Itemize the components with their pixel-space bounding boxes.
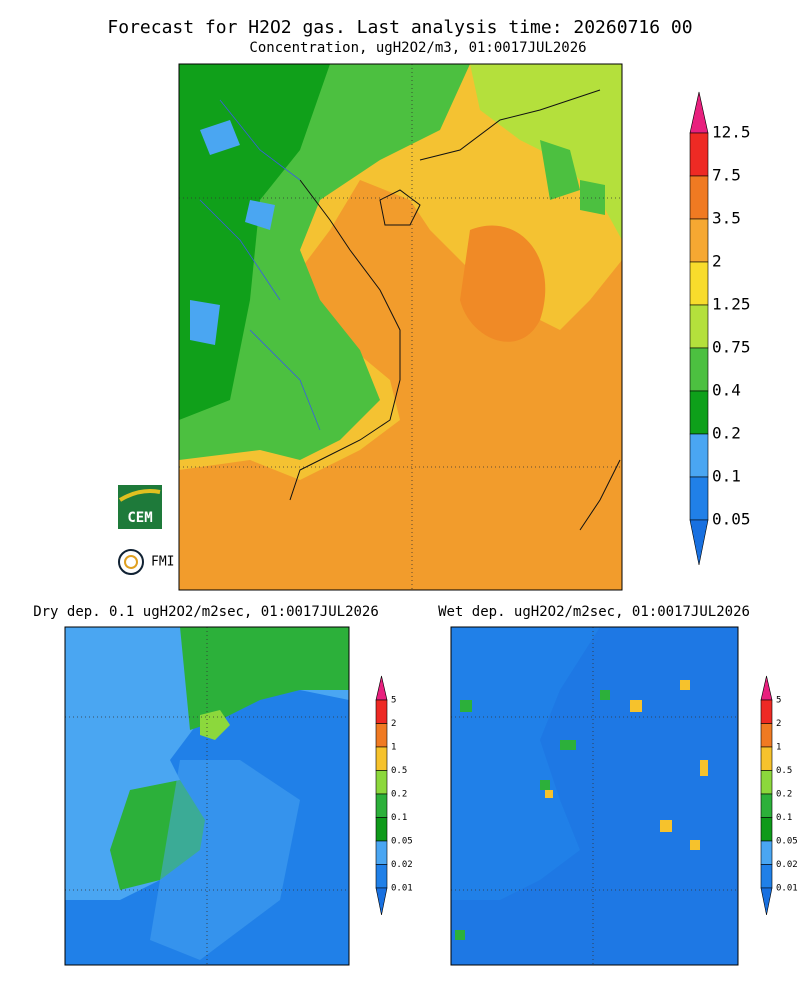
colorbar-label: 2: [712, 252, 722, 271]
colorbar-segment: [760, 699, 773, 724]
colorbar-segment: [375, 746, 388, 771]
colorbar-label: 2: [391, 719, 396, 729]
colorbar-segment: [375, 817, 388, 842]
colorbar-segment: [760, 793, 773, 818]
colorbar-label: 0.05: [776, 837, 798, 847]
title: Forecast for H2O2 gas. Last analysis tim…: [107, 17, 692, 38]
colorbar-segment: [689, 261, 709, 306]
colorbar-label: 1.25: [712, 295, 751, 314]
colorbar-segment: [375, 793, 388, 818]
colorbar-segment: [689, 390, 709, 435]
colorbar-cap: [689, 519, 709, 566]
logo-text: CEM: [127, 510, 152, 526]
colorbar-label: 0.1: [776, 813, 792, 823]
colorbar-cap: [760, 675, 773, 701]
colorbar-label: 0.1: [712, 467, 741, 486]
colorbar-segment: [375, 840, 388, 865]
panel-title: Dry dep. 0.1 ugH2O2/m2sec, 01:0017JUL202…: [33, 604, 379, 620]
colorbar-label: 0.05: [712, 510, 751, 529]
colorbar-segment: [760, 770, 773, 795]
colorbar-label: 0.2: [776, 790, 792, 800]
colorbar-segment: [689, 304, 709, 349]
colorbar-segment: [689, 476, 709, 521]
colorbar-label: 0.01: [391, 884, 413, 894]
fmi-logo: FMI: [118, 549, 174, 575]
wet-dep-map: [450, 626, 739, 966]
colorbar-label: 0.01: [776, 884, 798, 894]
colorbar-segment: [375, 723, 388, 748]
dry-dep-map: [64, 626, 350, 966]
colorbar-label: 0.2: [712, 424, 741, 443]
colorbar-cap: [760, 887, 773, 916]
colorbar-segment: [760, 723, 773, 748]
colorbar-segment: [375, 699, 388, 724]
colorbar-segment: [689, 347, 709, 392]
colorbar-segment: [760, 840, 773, 865]
colorbar-segment: [760, 864, 773, 889]
colorbar-label: 0.02: [391, 860, 413, 870]
colorbar-segment: [375, 864, 388, 889]
colorbar-label: 0.1: [391, 813, 407, 823]
colorbar-label: 1: [391, 743, 396, 753]
colorbar-cap: [375, 887, 388, 916]
colorbar-label: 5: [391, 696, 396, 706]
colorbar-label: 0.02: [776, 860, 798, 870]
colorbar-segment: [689, 433, 709, 478]
colorbar-label: 1: [776, 743, 781, 753]
colorbar-label: 0.75: [712, 338, 751, 357]
colorbar-label: 5: [776, 696, 781, 706]
cem-logo: CEM: [118, 485, 162, 529]
colorbar-segment: [760, 817, 773, 842]
colorbar-segment: [689, 132, 709, 177]
colorbar-label: 7.5: [712, 166, 741, 185]
colorbar-cap: [375, 675, 388, 701]
colorbar-label: 0.5: [776, 766, 792, 776]
colorbar-label: 2: [776, 719, 781, 729]
colorbar-cap: [689, 91, 709, 134]
colorbar-label: 0.5: [391, 766, 407, 776]
colorbar-label: 12.5: [712, 123, 751, 142]
panel-title: Wet dep. ugH2O2/m2sec, 01:0017JUL2026: [438, 604, 750, 620]
colorbar-label: 0.4: [712, 381, 741, 400]
colorbar-segment: [689, 175, 709, 220]
logo-text: FMI: [151, 555, 174, 570]
colorbar-segment: [689, 218, 709, 263]
colorbar-segment: [760, 746, 773, 771]
subtitle: Concentration, ugH2O2/m3, 01:0017JUL2026: [249, 40, 586, 56]
colorbar-segment: [375, 770, 388, 795]
main-map: [178, 63, 623, 591]
colorbar-label: 0.05: [391, 837, 413, 847]
colorbar-label: 3.5: [712, 209, 741, 228]
colorbar-label: 0.2: [391, 790, 407, 800]
